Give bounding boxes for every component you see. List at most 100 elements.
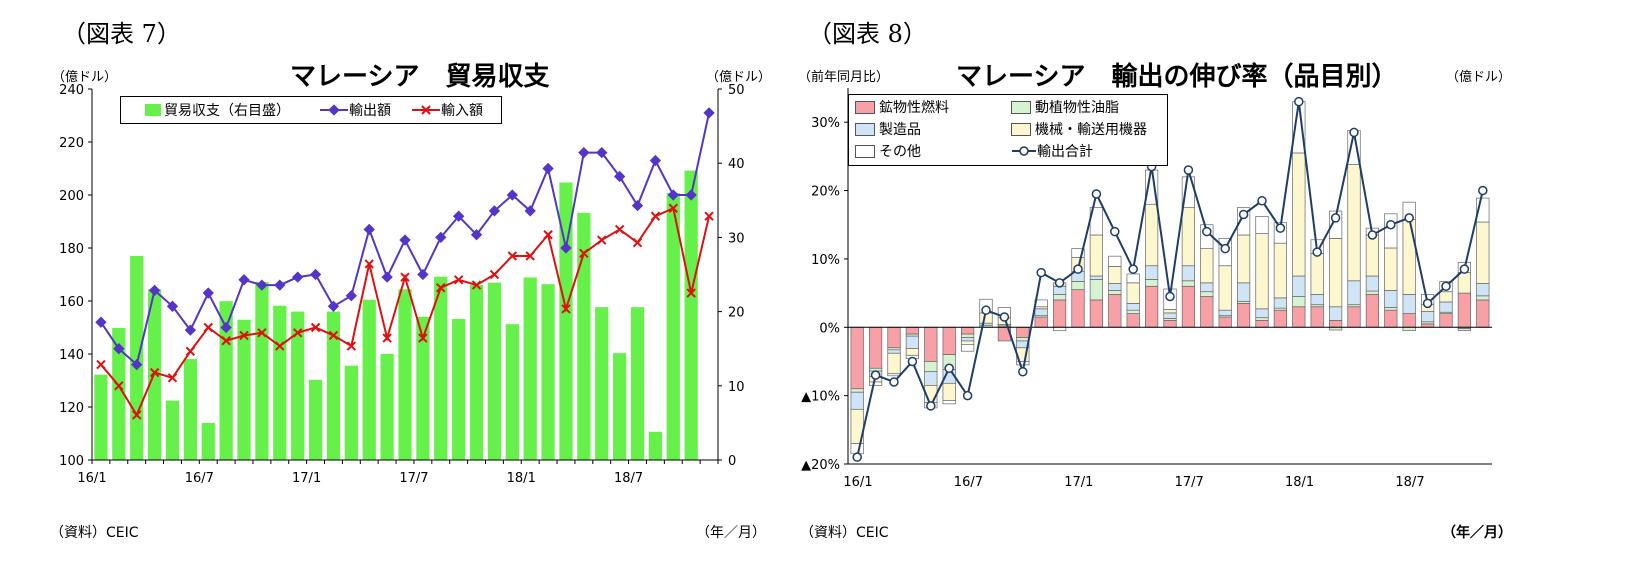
legend-item-machinery: 機械・輸送用機器 — [1011, 119, 1147, 139]
point-export-total — [1073, 264, 1083, 274]
point-export-total — [1110, 226, 1120, 237]
bar-machinery — [1347, 164, 1361, 282]
point-exports — [166, 300, 179, 312]
bar-trade-balance — [380, 353, 394, 460]
point-exports — [292, 271, 304, 283]
point-imports — [239, 330, 249, 341]
bar-animal-veg-oils — [1292, 296, 1306, 308]
point-exports — [256, 279, 268, 291]
bar-trade-balance — [291, 311, 305, 460]
bar-machinery — [1089, 234, 1104, 277]
right-axis-tick-label: 20 — [728, 306, 745, 321]
bar-mineral-fuels — [1402, 313, 1416, 328]
point-imports — [686, 288, 696, 298]
bar-others — [1126, 273, 1140, 284]
bar-mineral-fuels — [1052, 299, 1067, 328]
bar-animal-veg-oils — [1200, 291, 1214, 297]
legend-swatch-balance — [145, 104, 161, 116]
bar-mineral-fuels — [1328, 320, 1343, 328]
point-export-total — [926, 401, 936, 411]
bar-machinery — [1292, 152, 1306, 277]
bar-animal-veg-oils — [850, 388, 864, 393]
point-imports — [436, 283, 446, 293]
point-export-total — [1220, 243, 1230, 254]
bar-others — [868, 381, 883, 386]
bar-machinery — [1365, 234, 1380, 277]
bar-manufactured — [1402, 294, 1416, 314]
point-exports — [95, 316, 107, 328]
point-exports — [238, 274, 250, 286]
bar-mineral-fuels — [1181, 285, 1196, 328]
point-export-total — [1091, 189, 1102, 199]
bar-mineral-fuels — [1200, 296, 1214, 328]
chart-plot: ▲20% ▲10% 0% 10% 20% 30% 16/1 16/7 17/1 17/7 18/1 1… — [801, 88, 1492, 490]
bar-manufactured — [1420, 311, 1435, 323]
legend-item-total: 輸出合計 — [1011, 141, 1093, 161]
right-axis-unit: （億ドル） — [706, 70, 772, 85]
bar-mineral-fuels — [1071, 289, 1085, 328]
legend-item-animal-veg-oils: 動植物性油脂 — [1011, 97, 1119, 117]
left-axis-tick-label: 220 — [59, 136, 84, 151]
point-exports — [631, 199, 644, 212]
left-axis-tick-label: ▲10% — [801, 390, 840, 405]
point-exports — [542, 162, 554, 175]
bar-trade-balance — [630, 307, 645, 460]
chart-title: マレーシア 貿易収支 — [290, 62, 550, 92]
legend-label-others: その他 — [879, 144, 921, 160]
legend-swatch-exports — [320, 104, 348, 116]
right-axis-unit: （億ドル） — [1446, 70, 1512, 85]
point-exports — [417, 268, 429, 281]
point-exports — [363, 223, 375, 236]
point-imports — [543, 230, 553, 240]
left-axis-tick-label: 0% — [819, 321, 840, 336]
bar-trade-balance — [541, 284, 555, 460]
point-exports — [274, 279, 286, 291]
point-imports — [453, 275, 464, 285]
bar-manufactured — [1439, 301, 1453, 313]
point-export-total — [981, 305, 991, 315]
point-imports — [310, 322, 321, 333]
bar-animal-veg-oils — [1365, 290, 1380, 295]
bar-others — [850, 443, 864, 455]
bar-machinery — [1476, 221, 1490, 284]
point-export-total — [1054, 278, 1065, 288]
point-exports — [345, 290, 357, 302]
bar-mineral-fuels — [887, 326, 901, 349]
right-axis-tick-label: 50 — [728, 83, 745, 98]
point-exports — [613, 170, 626, 183]
bar-manufactured — [850, 391, 864, 410]
legend-swatch-machinery — [1011, 122, 1031, 136]
bar-mineral-fuels — [1034, 316, 1048, 328]
bar-mineral-fuels — [1126, 313, 1140, 328]
legend-swatch-imports — [412, 105, 440, 115]
left-axis-tick-label: 240 — [59, 83, 84, 98]
point-exports — [184, 324, 197, 336]
bar-mineral-fuels — [1273, 309, 1288, 328]
bar-trade-balance — [344, 365, 358, 460]
x-axis-tick-label: 17/1 — [1064, 475, 1093, 490]
chart-panel-export-growth: （図表 8） マレーシア 輸出の伸び率（品目別） （前年同月比） （億ドル） （… — [798, 0, 1651, 571]
left-axis-tick-label: 160 — [59, 295, 84, 310]
bar-trade-balance — [112, 327, 126, 460]
bar-manufactured — [1273, 297, 1288, 309]
point-exports — [596, 146, 608, 159]
point-imports — [328, 330, 339, 341]
bar-animal-veg-oils — [924, 361, 938, 373]
bar-trade-balance — [523, 277, 537, 460]
point-imports — [704, 211, 714, 221]
x-axis-tick-label: 16/1 — [77, 471, 106, 486]
bar-manufactured — [1476, 283, 1490, 297]
point-imports — [257, 328, 267, 338]
point-imports — [632, 237, 643, 248]
bar-animal-veg-oils — [960, 333, 975, 338]
legend-label-balance: 貿易収支（右目盛） — [164, 103, 290, 119]
bar-others — [1071, 248, 1085, 258]
point-imports — [185, 346, 196, 357]
legend-label-total: 輸出合計 — [1037, 144, 1093, 160]
bar-trade-balance — [595, 307, 609, 460]
bar-machinery — [1439, 291, 1453, 303]
legend: 鉱物性燃料 動植物性油脂 製造品 機械・輸送用機器 その他 輸出合計 — [848, 94, 1168, 166]
point-imports — [275, 341, 285, 351]
bar-trade-balance — [255, 281, 269, 460]
bar-mineral-fuels — [960, 326, 975, 335]
